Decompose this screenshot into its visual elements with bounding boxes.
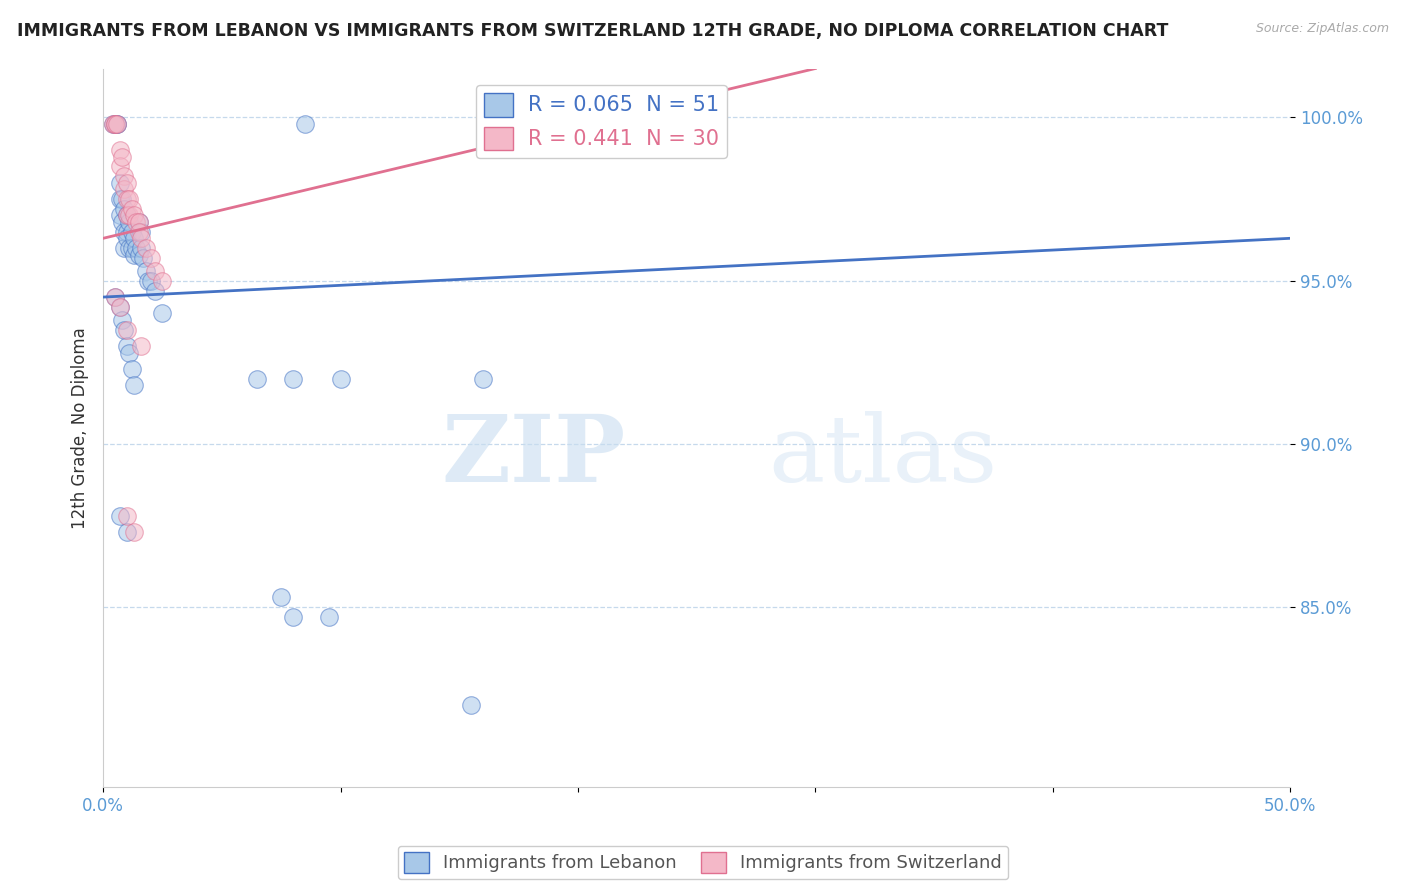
Point xyxy=(118,209,141,223)
Point xyxy=(143,264,166,278)
Point xyxy=(122,378,145,392)
Point xyxy=(105,117,128,131)
Point xyxy=(115,209,138,223)
Point xyxy=(111,150,134,164)
Point xyxy=(105,117,128,131)
Point xyxy=(108,209,131,223)
Point xyxy=(114,202,136,216)
Point xyxy=(101,117,124,131)
Point xyxy=(108,176,131,190)
Point xyxy=(121,362,143,376)
Text: Source: ZipAtlas.com: Source: ZipAtlas.com xyxy=(1256,22,1389,36)
Point xyxy=(101,117,124,131)
Point xyxy=(128,215,150,229)
Point xyxy=(115,525,138,540)
Point xyxy=(132,251,155,265)
Point xyxy=(104,290,127,304)
Point xyxy=(114,182,136,196)
Point xyxy=(108,160,131,174)
Point xyxy=(104,290,127,304)
Point xyxy=(270,591,292,605)
Point xyxy=(111,215,134,229)
Point xyxy=(129,241,152,255)
Point xyxy=(281,372,304,386)
Point xyxy=(135,264,157,278)
Point xyxy=(104,117,127,131)
Point xyxy=(128,225,150,239)
Point xyxy=(121,225,143,239)
Point xyxy=(121,241,143,255)
Point xyxy=(143,284,166,298)
Text: IMMIGRANTS FROM LEBANON VS IMMIGRANTS FROM SWITZERLAND 12TH GRADE, NO DIPLOMA CO: IMMIGRANTS FROM LEBANON VS IMMIGRANTS FR… xyxy=(17,22,1168,40)
Point xyxy=(108,192,131,206)
Point xyxy=(135,241,157,255)
Point xyxy=(125,215,148,229)
Point xyxy=(139,251,162,265)
Point xyxy=(129,339,152,353)
Point xyxy=(281,610,304,624)
Point xyxy=(108,143,131,157)
Point xyxy=(121,202,143,216)
Point xyxy=(118,241,141,255)
Point xyxy=(128,247,150,261)
Point xyxy=(115,339,138,353)
Point xyxy=(118,345,141,359)
Point xyxy=(104,117,127,131)
Point xyxy=(115,231,138,245)
Point xyxy=(111,313,134,327)
Point xyxy=(115,209,138,223)
Point xyxy=(108,300,131,314)
Point xyxy=(118,215,141,229)
Point xyxy=(139,274,162,288)
Point xyxy=(115,323,138,337)
Point xyxy=(128,215,150,229)
Point xyxy=(152,274,174,288)
Point xyxy=(294,117,316,131)
Point xyxy=(104,117,127,131)
Y-axis label: 12th Grade, No Diploma: 12th Grade, No Diploma xyxy=(72,326,89,529)
Point xyxy=(122,231,145,245)
Legend: Immigrants from Lebanon, Immigrants from Switzerland: Immigrants from Lebanon, Immigrants from… xyxy=(398,846,1008,880)
Point xyxy=(115,192,138,206)
Point xyxy=(114,241,136,255)
Point xyxy=(129,225,152,239)
Point xyxy=(108,300,131,314)
Point xyxy=(111,192,134,206)
Point xyxy=(329,372,352,386)
Point xyxy=(114,169,136,184)
Point xyxy=(136,274,159,288)
Point xyxy=(122,247,145,261)
Point xyxy=(122,209,145,223)
Point xyxy=(125,241,148,255)
Point xyxy=(115,225,138,239)
Point xyxy=(122,525,145,540)
Point xyxy=(460,698,482,713)
Point xyxy=(152,306,174,320)
Text: ZIP: ZIP xyxy=(441,411,626,501)
Point xyxy=(108,508,131,523)
Point xyxy=(472,372,495,386)
Point xyxy=(318,610,340,624)
Point xyxy=(118,192,141,206)
Point xyxy=(246,372,269,386)
Legend: R = 0.065  N = 51, R = 0.441  N = 30: R = 0.065 N = 51, R = 0.441 N = 30 xyxy=(477,86,727,158)
Text: atlas: atlas xyxy=(768,411,997,501)
Point xyxy=(129,231,152,245)
Point xyxy=(115,176,138,190)
Point xyxy=(105,117,128,131)
Point xyxy=(114,225,136,239)
Point xyxy=(114,323,136,337)
Point xyxy=(115,508,138,523)
